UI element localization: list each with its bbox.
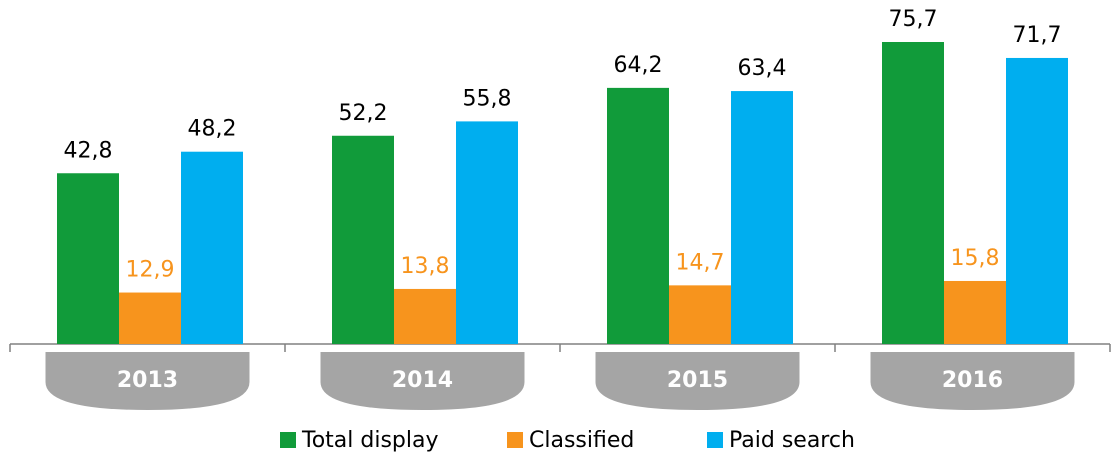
bar bbox=[119, 292, 181, 344]
x-tick-label: 2013 bbox=[117, 368, 178, 393]
data-label: 55,8 bbox=[463, 86, 512, 111]
x-tick-label: 2015 bbox=[667, 368, 728, 393]
data-label: 13,8 bbox=[401, 254, 450, 279]
x-tick-label: 2016 bbox=[942, 368, 1003, 393]
bar bbox=[731, 91, 793, 345]
data-label: 48,2 bbox=[188, 117, 237, 142]
data-label: 14,7 bbox=[676, 250, 725, 275]
data-label: 75,7 bbox=[889, 7, 938, 32]
data-label: 52,2 bbox=[339, 101, 388, 126]
legend-label: Classified bbox=[529, 428, 634, 453]
data-label: 12,9 bbox=[126, 258, 175, 283]
data-label: 63,4 bbox=[738, 56, 787, 81]
bar bbox=[882, 42, 944, 344]
data-label: 64,2 bbox=[614, 53, 663, 78]
data-label: 42,8 bbox=[64, 138, 113, 163]
bar bbox=[181, 151, 243, 344]
category-tab bbox=[45, 352, 250, 410]
bar bbox=[1006, 57, 1068, 344]
category-tab bbox=[870, 352, 1075, 410]
x-tick-label: 2014 bbox=[392, 368, 453, 393]
bar bbox=[57, 173, 119, 344]
data-label: 71,7 bbox=[1013, 23, 1062, 48]
bar bbox=[456, 121, 518, 344]
bar bbox=[394, 288, 456, 344]
legend-swatch bbox=[507, 432, 523, 448]
bar bbox=[669, 285, 731, 344]
category-tab bbox=[320, 352, 525, 410]
legend-swatch bbox=[707, 432, 723, 448]
bar bbox=[607, 87, 669, 344]
bar bbox=[332, 135, 394, 344]
bar bbox=[944, 280, 1006, 344]
legend-label: Total display bbox=[301, 428, 439, 453]
legend-label: Paid search bbox=[729, 428, 855, 453]
legend-swatch bbox=[280, 432, 296, 448]
data-label: 15,8 bbox=[951, 246, 1000, 271]
category-tab bbox=[595, 352, 800, 410]
